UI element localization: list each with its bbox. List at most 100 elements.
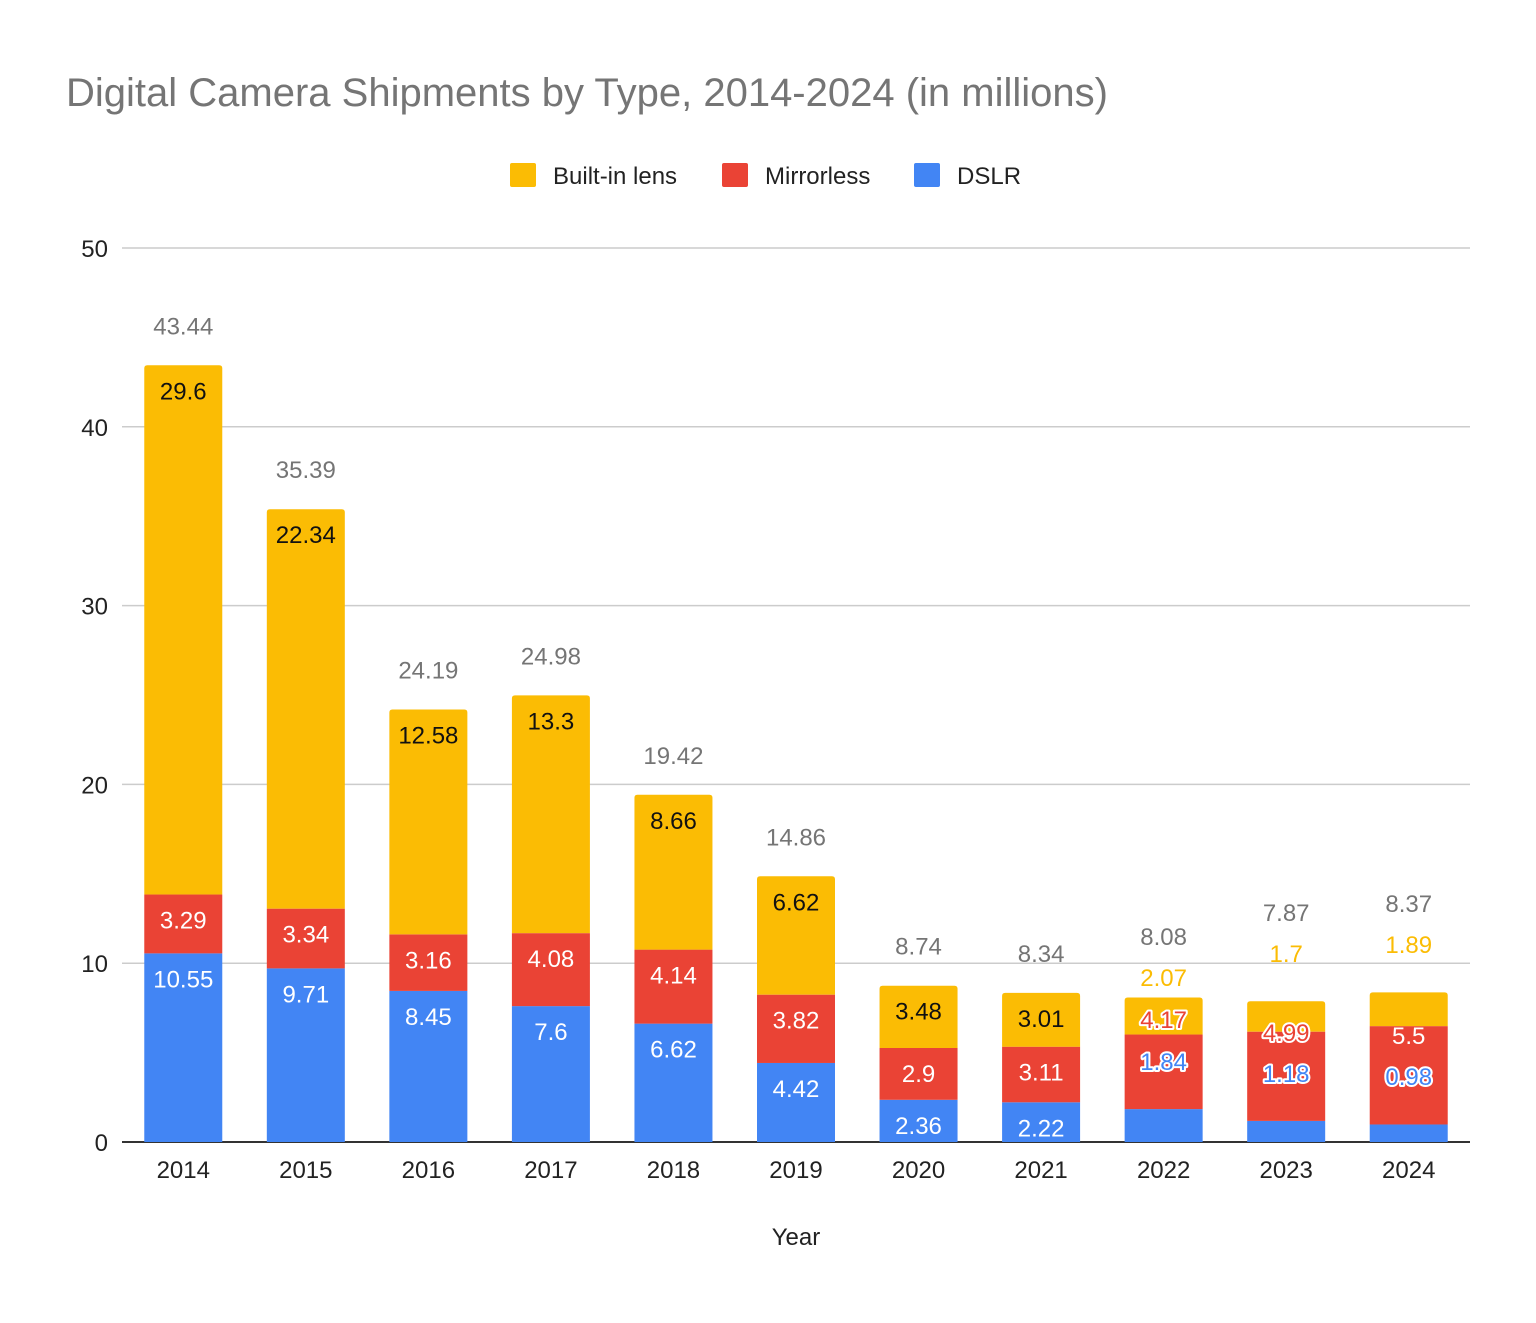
x-tick-label: 2014 <box>157 1157 210 1184</box>
bar-segment-dslr <box>757 1062 835 1142</box>
y-tick-label: 0 <box>95 1130 108 1157</box>
total-label: 19.42 <box>643 743 703 770</box>
y-tick-label: 40 <box>81 415 108 442</box>
data-label: 3.82 <box>773 1008 820 1035</box>
bar-segment-mirrorless <box>634 949 713 1024</box>
bar-segment-dslr <box>879 1099 958 1142</box>
data-label: 4.17 <box>1140 1007 1187 1034</box>
bar-segment-mirrorless <box>144 894 223 954</box>
x-tick-label: 2022 <box>1137 1157 1190 1184</box>
data-label: 1.18 <box>1263 1061 1310 1088</box>
data-label: 29.6 <box>160 378 207 405</box>
data-label: 7.6 <box>534 1019 567 1046</box>
y-tick-label: 30 <box>81 594 108 621</box>
data-label: 4.14 <box>650 963 697 990</box>
bar-segment-built-in-lens <box>511 695 590 934</box>
bar-segment-dslr <box>1124 1109 1203 1142</box>
data-label: 1.89 <box>1385 932 1432 959</box>
bar-segment-dslr <box>266 968 345 1142</box>
bar-segment-dslr <box>1247 1120 1326 1142</box>
total-label: 35.39 <box>276 457 336 484</box>
bar-segment-dslr <box>1369 1124 1448 1142</box>
bar-segment-built-in-lens <box>144 365 223 895</box>
total-label: 8.74 <box>895 934 942 961</box>
x-tick-label: 2020 <box>892 1157 945 1184</box>
legend: Built-in lens Mirrorless DSLR <box>510 163 1021 190</box>
data-label: 8.45 <box>405 1004 452 1031</box>
total-label: 24.98 <box>521 643 581 670</box>
legend-label: DSLR <box>957 163 1021 190</box>
chart-title: Digital Camera Shipments by Type, 2014-2… <box>66 71 1108 115</box>
bar-segment-mirrorless <box>757 994 835 1063</box>
x-tick-label: 2024 <box>1382 1157 1435 1184</box>
bar-segment-dslr <box>1002 1102 1081 1142</box>
bar-segment-built-in-lens <box>879 985 958 1048</box>
data-label: 4.08 <box>528 946 575 973</box>
bar-segment-built-in-lens <box>757 876 835 995</box>
bar-segment-built-in-lens <box>634 794 713 950</box>
data-label: 6.62 <box>650 1037 697 1064</box>
bar-segment-mirrorless <box>266 908 345 969</box>
total-label: 7.87 <box>1263 900 1310 927</box>
data-label: 9.71 <box>282 981 329 1008</box>
bar-segment-mirrorless <box>1002 1046 1081 1103</box>
x-tick-label: 2019 <box>769 1157 822 1184</box>
x-tick-label: 2018 <box>647 1157 700 1184</box>
data-label: 2.36 <box>895 1113 942 1140</box>
data-labels: 10.55 3.29 29.6 43.44 2014 9.71 3.34 22.34 35.39… <box>153 313 1435 1184</box>
data-label: 3.48 <box>895 999 942 1026</box>
bar-segment-dslr <box>634 1023 713 1142</box>
data-label: 22.34 <box>276 522 336 549</box>
data-label: 3.11 <box>1019 1060 1064 1087</box>
bar-segment-built-in-lens <box>1369 992 1448 1027</box>
y-tick-label: 10 <box>81 951 108 978</box>
x-tick-label: 2021 <box>1014 1157 1067 1184</box>
data-label: 4.99 <box>1263 1020 1310 1047</box>
data-label: 8.66 <box>650 808 697 835</box>
total-label: 24.19 <box>398 657 458 684</box>
x-axis-label: Year <box>772 1224 821 1251</box>
data-label: 6.62 <box>773 889 820 916</box>
data-label: 5.5 <box>1392 1023 1425 1050</box>
data-label: 0.98 <box>1385 1064 1432 1091</box>
total-label: 8.08 <box>1140 924 1187 951</box>
data-label: 2.07 <box>1140 965 1187 992</box>
total-label: 43.44 <box>153 313 213 340</box>
bar-segment-mirrorless <box>511 933 590 1007</box>
legend-swatch <box>510 163 536 187</box>
data-label: 2.9 <box>902 1061 935 1088</box>
data-label: 12.58 <box>398 722 458 749</box>
bars <box>144 365 1448 1142</box>
data-label: 1.7 <box>1269 941 1302 968</box>
bar-segment-mirrorless <box>879 1047 958 1100</box>
bar-segment-dslr <box>144 953 223 1142</box>
bar-segment-built-in-lens <box>389 709 468 935</box>
y-tick-label: 20 <box>81 772 108 799</box>
x-tick-label: 2017 <box>524 1157 577 1184</box>
data-label: 3.01 <box>1018 1006 1065 1033</box>
total-label: 8.37 <box>1385 891 1432 918</box>
y-tick-label: 50 <box>81 236 108 263</box>
legend-label: Built-in lens <box>553 163 677 190</box>
bar-segment-dslr <box>511 1006 590 1142</box>
x-tick-label: 2015 <box>279 1157 332 1184</box>
bar-segment-dslr <box>389 990 468 1142</box>
data-label: 3.29 <box>160 908 207 935</box>
bar-segment-mirrorless <box>389 934 468 991</box>
total-label: 8.34 <box>1018 941 1065 968</box>
legend-swatch <box>914 163 940 187</box>
bar-segment-mirrorless <box>1247 1031 1326 1121</box>
bar-segment-built-in-lens <box>266 509 345 909</box>
x-tick-label: 2016 <box>402 1157 455 1184</box>
total-label: 14.86 <box>766 824 826 851</box>
data-label: 2.22 <box>1018 1115 1065 1142</box>
legend-swatch <box>722 163 748 187</box>
data-label: 13.3 <box>528 708 575 735</box>
bar-segment-mirrorless <box>1369 1026 1448 1125</box>
x-tick-label: 2023 <box>1259 1157 1312 1184</box>
data-label: 1.84 <box>1140 1049 1187 1076</box>
data-label: 3.34 <box>282 922 329 949</box>
data-label: 4.42 <box>773 1076 820 1103</box>
data-label: 3.16 <box>405 947 452 974</box>
